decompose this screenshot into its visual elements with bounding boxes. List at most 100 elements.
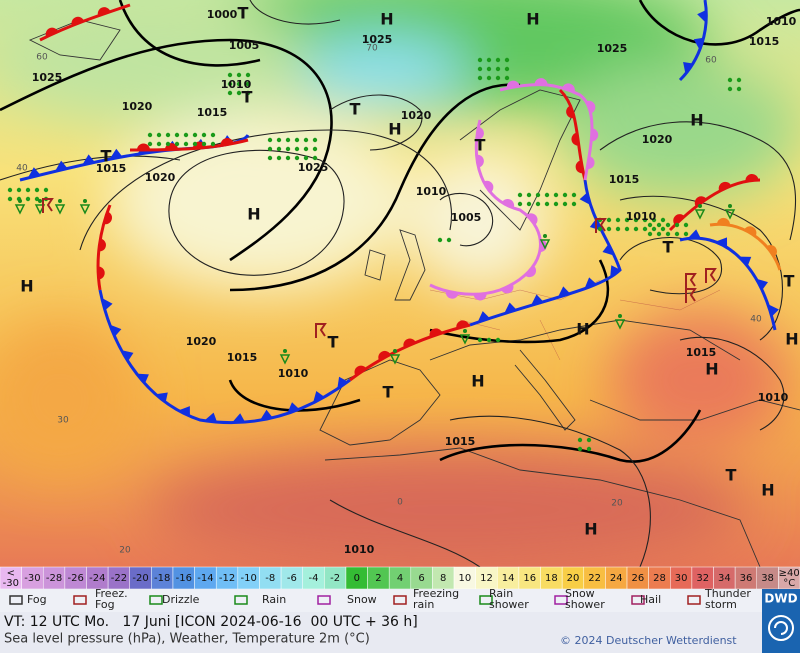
- legend-icon: [631, 595, 645, 605]
- graticule-label: 20: [611, 499, 623, 509]
- pressure-label: 1015: [609, 173, 640, 186]
- scale-label: -20: [132, 573, 148, 584]
- rain-dot: [227, 81, 233, 87]
- scale-label: 18: [545, 573, 558, 584]
- scale-label: 0: [354, 573, 360, 584]
- rain-dot: [495, 75, 501, 81]
- warm-front-semicircle: [456, 320, 470, 329]
- scale-label: 24: [610, 573, 623, 584]
- scale-label: 10: [458, 573, 471, 584]
- cold-front-triangle: [477, 311, 490, 323]
- rain-dot: [647, 222, 653, 228]
- pressure-label: 1015: [96, 162, 127, 175]
- shower-dot: [698, 204, 702, 208]
- pressure-label: 1015: [686, 346, 717, 359]
- pressure-label: 1015: [227, 351, 258, 364]
- rain-dot: [245, 72, 251, 78]
- cold-front-triangle: [530, 294, 544, 306]
- cold-front-triangle: [610, 265, 620, 278]
- cold-front-triangle: [579, 192, 591, 206]
- scale-label: -8: [265, 573, 275, 584]
- warm-front-semicircle: [97, 266, 105, 280]
- rain-dot: [736, 86, 742, 92]
- rain-dot: [236, 72, 242, 78]
- thunderstorm-symbol: [42, 198, 54, 213]
- rain-dot: [227, 90, 233, 96]
- rain-dot: [526, 201, 532, 207]
- rain-dot: [486, 57, 492, 63]
- cold-front-triangle: [27, 167, 41, 179]
- occl-front-semicircle: [476, 154, 484, 168]
- cold-front-triangle: [683, 61, 693, 75]
- rain-dot: [647, 231, 653, 237]
- rain-dot: [192, 141, 198, 147]
- rain-dot: [183, 141, 189, 147]
- pressure-center: T: [238, 4, 249, 23]
- shower-dot: [283, 349, 287, 353]
- rain-dot: [236, 90, 242, 96]
- legend-label: shower: [489, 598, 529, 611]
- dwd-logo-icon: [768, 615, 794, 641]
- rain-dot: [285, 146, 291, 152]
- weather-legend-bg: [0, 589, 762, 612]
- shower-dot: [728, 204, 732, 208]
- legend-label: Freezing: [413, 587, 459, 600]
- pressure-label: 1020: [145, 171, 176, 184]
- cold-front-triangle: [767, 304, 779, 317]
- pressure-center: H: [705, 360, 718, 379]
- legend-icon: [234, 595, 248, 605]
- thunderstorm-symbol: [705, 268, 717, 283]
- legend-icon: [479, 595, 493, 605]
- thunderstorm-symbol: [315, 323, 327, 338]
- pressure-label: 1025: [32, 71, 63, 84]
- scale-label: ≥40: [779, 568, 800, 579]
- occl-front-semicircle: [501, 284, 514, 294]
- occl-front-semicircle: [483, 180, 494, 193]
- shower-symbol: [694, 209, 706, 220]
- cold-front: [469, 179, 622, 327]
- rain-dot: [210, 141, 216, 147]
- graticule-label: 30: [57, 416, 69, 426]
- rain-dot: [504, 66, 510, 72]
- shower-dot: [463, 329, 467, 333]
- rain-dot: [7, 196, 13, 202]
- legend-label: Hail: [640, 593, 661, 606]
- graticule-label: 60: [36, 53, 48, 63]
- pressure-label: 1000: [207, 8, 238, 21]
- scale-label: 8: [440, 573, 446, 584]
- legend-label: Fog: [27, 593, 47, 606]
- rain-dot: [504, 75, 510, 81]
- pressure-label: 1010: [416, 185, 447, 198]
- rain-dot: [526, 192, 532, 198]
- rain-dot: [312, 146, 318, 152]
- pressure-center: T: [101, 147, 112, 166]
- cold-front-triangle: [54, 160, 68, 172]
- rain-dot: [25, 196, 31, 202]
- shower-symbol: [279, 354, 291, 365]
- warm-front-semicircle: [718, 181, 732, 192]
- rain-dot: [267, 155, 273, 161]
- rain-dot: [156, 132, 162, 138]
- scale-label: 4: [397, 573, 403, 584]
- shower-symbol: [724, 209, 736, 220]
- rain-dot: [245, 90, 251, 96]
- rain-dot: [34, 196, 40, 202]
- map: 1000 1005 1025 1020 1015 1010 1025 1020 1025 1020…: [0, 0, 800, 570]
- rain-dot: [674, 231, 680, 237]
- legend-icon: [554, 595, 568, 605]
- rain-dot: [656, 222, 662, 228]
- scale-label: 30: [675, 573, 688, 584]
- shower-symbol: [539, 239, 551, 250]
- scale-label: -12: [219, 573, 235, 584]
- scale-label: -30: [24, 573, 40, 584]
- pressure-center: T: [726, 466, 737, 485]
- scale-label: 12: [480, 573, 493, 584]
- pressure-label: 1010: [766, 15, 797, 28]
- rain-dot: [665, 231, 671, 237]
- warm-front-semicircle: [403, 338, 416, 348]
- pressure-center: H: [526, 10, 539, 29]
- shower-dot: [18, 199, 22, 203]
- rain-dot: [43, 187, 49, 193]
- rain-dot: [245, 81, 251, 87]
- scale-label: -16: [176, 573, 192, 584]
